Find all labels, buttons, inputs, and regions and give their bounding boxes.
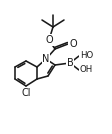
Text: O: O (45, 35, 53, 45)
Text: Cl: Cl (21, 88, 31, 98)
Text: O: O (69, 39, 77, 49)
Text: N: N (42, 54, 50, 64)
Text: OH: OH (80, 66, 93, 75)
Text: B: B (67, 58, 73, 68)
Text: HO: HO (80, 51, 93, 60)
